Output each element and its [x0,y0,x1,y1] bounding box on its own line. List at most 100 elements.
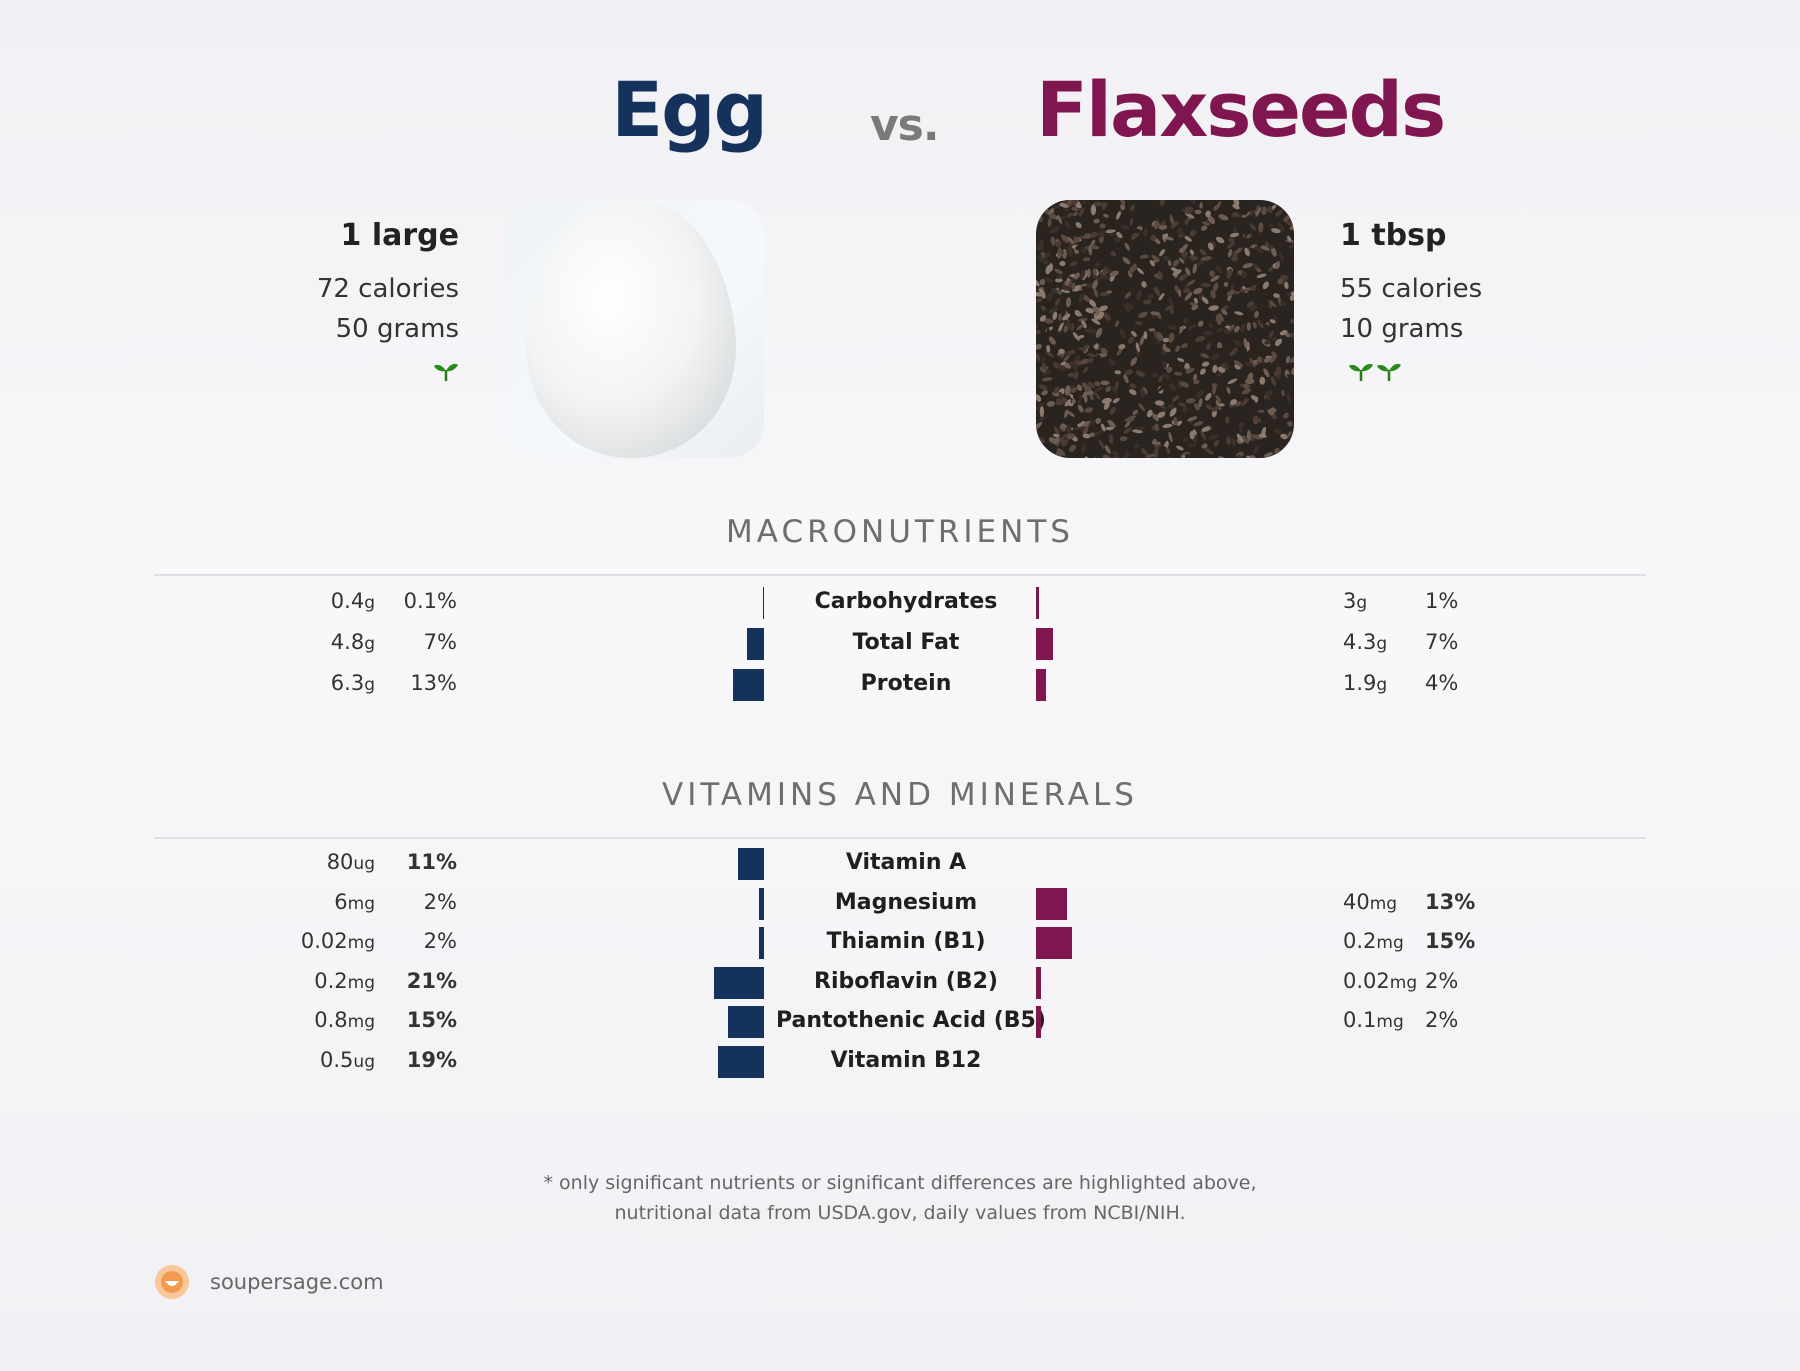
sprout-icon [1377,363,1401,381]
food-a-bar [759,927,764,959]
nutrient-label: Thiamin (B1) [826,929,986,954]
macronutrients-divider [154,574,1646,576]
food-a-bar [732,669,764,701]
food-a-amount-unit: mg [347,933,375,953]
food-b-amount-unit: mg [1376,1012,1404,1032]
food-a-percent: 11% [406,850,457,874]
nutrient-label: Protein [860,671,952,696]
food-a-bar [763,587,764,619]
food-b-percent: 13% [1425,889,1476,914]
food-a-amount-value: 4.8 [330,630,365,654]
food-b-amount: 4.3g [1343,630,1387,654]
food-a-amount-value: 0.4 [330,589,365,613]
food-a-bar [759,887,764,920]
food-b-amount-value: 4.3 [1343,630,1377,654]
food-a-amount-value: 80 [326,850,354,874]
food-b-bar [1036,669,1046,701]
site-link[interactable]: soupersage.com [210,1270,384,1294]
vs-label: vs. [870,100,940,151]
food-b-amount-unit: mg [1389,972,1418,993]
food-b-bar [1036,1006,1041,1038]
food-b-bar [1036,927,1072,959]
food-a-amount-value: 0.5 [320,1047,354,1072]
food-a-amount: 6.3g [331,671,375,695]
flaxseeds-photo [1036,200,1294,458]
food-a-bar [713,966,764,999]
food-a-percent: 21% [406,968,457,993]
egg-photo [506,200,764,458]
food-a-amount: 4.8g [331,630,375,654]
food-a-amount: 80ug [327,850,375,874]
food-b-amount: 40mg [1343,890,1397,914]
food-a-amount-unit: g [364,675,375,695]
food-b-amount-unit: g [1376,675,1388,695]
food-b-amount: 0.2mg [1343,929,1404,953]
food-a-serving: 1 large [340,218,459,253]
food-b-amount-value: 40 [1343,889,1370,914]
food-a-calories: 72 calories [316,274,459,304]
food-a-amount-value: 0.02 [300,929,348,953]
food-a-bar [747,628,764,660]
food-a-bar [737,848,764,880]
food-a-amount: 0.5ug [320,1048,375,1072]
food-b-amount-value: 0.1 [1343,1008,1377,1032]
food-b-percent: 2% [1425,968,1459,993]
nutrient-label: Vitamin A [845,850,967,875]
food-b-amount-unit: mg [1376,933,1404,953]
vitamins-divider [154,837,1646,839]
food-b-bar [1036,587,1039,619]
food-a-amount: 0.2mg [314,969,375,993]
food-b-amount: 0.1mg [1343,1008,1404,1032]
food-a-percent: 15% [406,1008,457,1032]
footnote: * only significant nutrients or signific… [0,1168,1800,1228]
nutrient-label: Vitamin B12 [830,1047,982,1073]
food-a-amount-unit: mg [347,893,375,914]
food-a-amount: 6mg [334,890,375,914]
nutrient-label: Total Fat [852,630,960,655]
food-a-percent: 19% [406,1047,457,1072]
food-b-calories: 55 calories [1340,274,1483,304]
food-b-grams: 10 grams [1340,314,1464,344]
food-b-percent: 7% [1425,630,1459,654]
food-b-bar [1036,887,1068,920]
food-a-percent: 2% [423,889,457,914]
macronutrients-title: MACRONUTRIENTS [726,514,1074,550]
food-a-percent: 7% [423,630,457,654]
food-b-percent: 4% [1425,671,1459,695]
footnote-line-1: * only significant nutrients or signific… [543,1172,1257,1194]
nutrient-label: Carbohydrates [814,589,998,614]
food-a-amount: 0.4g [331,589,375,613]
food-a-amount-unit: g [364,634,375,654]
food-b-percent: 15% [1425,929,1476,953]
food-a-bar [718,1045,764,1078]
food-b-amount-value: 0.2 [1343,929,1377,953]
food-b-amount-unit: g [1356,593,1368,613]
nutrient-label: Magnesium [834,889,978,915]
food-b-amount-value: 3 [1343,589,1357,613]
food-a-amount: 0.8mg [314,1008,375,1032]
food-a-amount-value: 6 [334,889,348,914]
food-b-bar [1036,628,1053,660]
food-b-title: Flaxseeds [1036,65,1446,154]
food-a-bar [728,1006,764,1038]
food-b-amount-value: 0.02 [1343,968,1390,993]
food-a-percent: 13% [410,671,457,695]
vitamins-title: VITAMINS AND MINERALS [662,777,1138,813]
food-b-amount-value: 1.9 [1343,671,1377,695]
food-b-serving: 1 tbsp [1340,218,1447,253]
food-a-amount-unit: mg [347,972,375,993]
food-a-amount-value: 0.8 [314,1008,348,1032]
nutrient-label: Pantothenic Acid (B5) [776,1008,1046,1033]
flaxseeds-image [1036,200,1294,458]
food-b-sprouts [1346,360,1402,386]
food-a-percent: 0.1% [403,589,457,613]
food-a-amount-value: 0.2 [314,968,348,993]
food-b-amount: 1.9g [1343,671,1387,695]
food-a-percent: 2% [423,929,457,953]
food-a-sprouts [431,360,459,386]
food-a-amount: 0.02mg [301,929,375,953]
egg-image [526,200,736,458]
food-b-amount-unit: mg [1369,893,1398,914]
food-b-percent: 1% [1425,589,1459,613]
food-a-amount-unit: ug [353,1051,375,1072]
